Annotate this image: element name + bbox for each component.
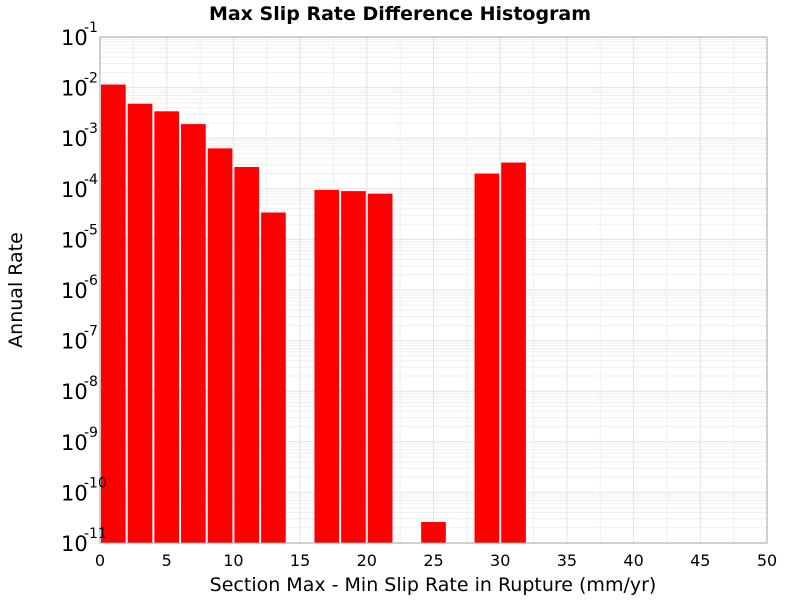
histogram-bar-1 (127, 103, 153, 544)
x-tick-label: 40 (623, 551, 643, 570)
plot-frame (99, 36, 768, 544)
x-tick-label: 50 (757, 551, 777, 570)
y-tick-label: 10 (61, 26, 88, 50)
x-tick-label: 5 (162, 551, 172, 570)
x-tick-label: 20 (357, 551, 377, 570)
y-axis-ticks: 10-1110-1010-910-810-710-610-510-410-310… (61, 20, 107, 556)
chart-title: Max Slip Rate Difference Histogram (209, 3, 591, 25)
histogram-bar-3 (181, 124, 206, 544)
y-tick-exponent: -7 (84, 324, 98, 340)
bars (101, 84, 526, 544)
histogram-bar-10 (421, 522, 446, 543)
y-tick-label: 10 (61, 228, 88, 252)
y-tick-exponent: -1 (84, 20, 98, 36)
histogram-bar-4 (207, 148, 233, 543)
y-tick-label: 10 (61, 431, 88, 455)
x-tick-label: 25 (423, 551, 443, 570)
y-tick-label: 10 (61, 178, 88, 202)
y-tick-exponent: -4 (84, 172, 98, 188)
y-tick-label: 10 (61, 481, 88, 505)
y-tick-label: 10 (61, 330, 88, 354)
x-tick-label: 15 (290, 551, 310, 570)
y-tick-label: 10 (61, 127, 88, 151)
y-tick-exponent: -3 (84, 121, 98, 137)
y-tick-exponent: -5 (84, 222, 98, 238)
histogram-bar-12 (501, 162, 526, 543)
histogram-bar-9 (367, 193, 393, 543)
histogram-bar-5 (234, 166, 260, 543)
y-tick-exponent: -6 (84, 273, 98, 289)
y-tick-exponent: -8 (84, 374, 98, 390)
x-tick-label: 10 (223, 551, 243, 570)
y-tick-label: 10 (61, 380, 88, 404)
y-tick-label: 10 (61, 532, 88, 556)
x-tick-label: 0 (95, 551, 105, 570)
histogram-bar-2 (154, 111, 180, 544)
y-axis-label: Annual Rate (5, 232, 27, 348)
y-tick-exponent: -2 (84, 71, 98, 87)
histogram-bar-8 (341, 191, 366, 543)
y-tick-exponent: -10 (84, 475, 107, 491)
x-axis-ticks: 0 5 10 15 20 25 30 35 40 45 50 (95, 551, 777, 570)
histogram-bar-6 (261, 212, 286, 543)
x-tick-label: 30 (490, 551, 510, 570)
x-tick-label: 45 (690, 551, 710, 570)
y-tick-exponent: -9 (84, 425, 98, 441)
histogram-bar-7 (314, 189, 340, 543)
x-axis-label: Section Max - Min Slip Rate in Rupture (… (210, 574, 657, 596)
y-tick-label: 10 (61, 77, 88, 101)
y-tick-label: 10 (61, 279, 88, 303)
histogram-bar-11 (474, 173, 500, 544)
x-tick-label: 35 (557, 551, 577, 570)
y-tick-exponent: -11 (84, 526, 107, 542)
histogram-bar-0 (101, 84, 126, 543)
